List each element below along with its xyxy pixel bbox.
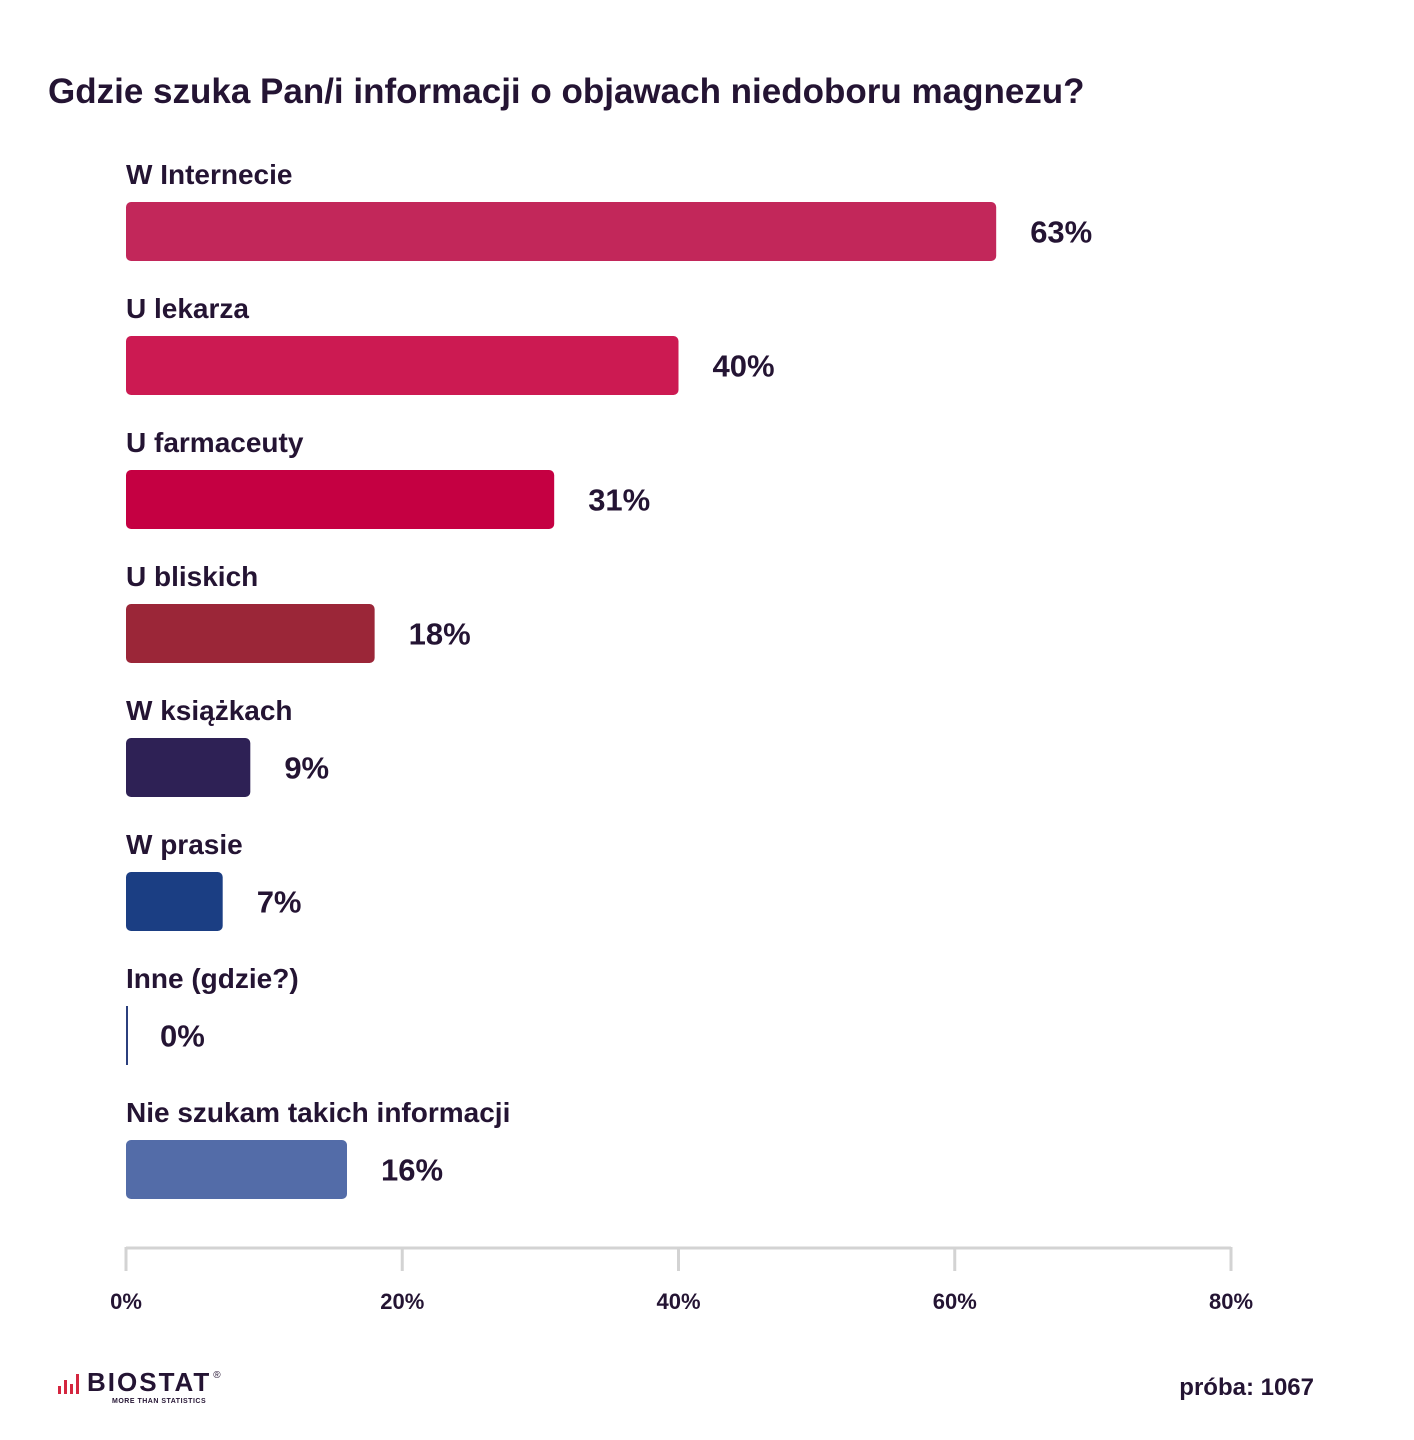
chart-title: Gdzie szuka Pan/i informacji o objawach …: [48, 72, 1085, 111]
bar: [126, 872, 223, 931]
category-label: Nie szukam takich informacji: [126, 1097, 510, 1128]
x-tick-label: 60%: [933, 1289, 977, 1314]
category-label: W prasie: [126, 829, 243, 860]
category-label: U bliskich: [126, 561, 258, 592]
value-label: 9%: [284, 751, 329, 786]
x-tick-label: 20%: [380, 1289, 424, 1314]
value-label: 18%: [409, 617, 471, 652]
x-tick-label: 80%: [1209, 1289, 1253, 1314]
logo-tagline: MORE THAN STATISTICS: [112, 1398, 207, 1405]
value-label: 63%: [1030, 215, 1092, 250]
category-label: U farmaceuty: [126, 427, 304, 458]
biostat-logo: BIOSTAT ® MORE THAN STATISTICS: [58, 1367, 221, 1405]
value-label: 31%: [588, 483, 650, 518]
bar: [126, 470, 555, 529]
value-label: 40%: [713, 349, 775, 384]
value-label: 7%: [257, 885, 302, 920]
bar-chart: W Internecie 63% U lekarza 40% U farmaceuty 3…: [110, 159, 1253, 1314]
category-label: W Internecie: [126, 159, 292, 190]
sample-size: próba: 1067: [1179, 1374, 1314, 1401]
logo-wordmark: BIOSTAT: [87, 1367, 212, 1397]
category-label: Inne (gdzie?): [126, 963, 299, 994]
value-label: 0%: [160, 1019, 205, 1054]
category-label: W książkach: [126, 695, 293, 726]
value-label: 16%: [381, 1153, 443, 1188]
bar: [126, 336, 679, 395]
bar: [126, 1006, 128, 1065]
logo-bars-icon: [58, 1372, 79, 1394]
logo-registered-mark: ®: [213, 1370, 221, 1381]
bar: [126, 1140, 347, 1199]
bar: [126, 604, 375, 663]
bar: [126, 202, 997, 261]
bar: [126, 738, 251, 797]
category-label: U lekarza: [126, 293, 249, 324]
x-tick-label: 0%: [110, 1289, 142, 1314]
x-tick-label: 40%: [656, 1289, 700, 1314]
